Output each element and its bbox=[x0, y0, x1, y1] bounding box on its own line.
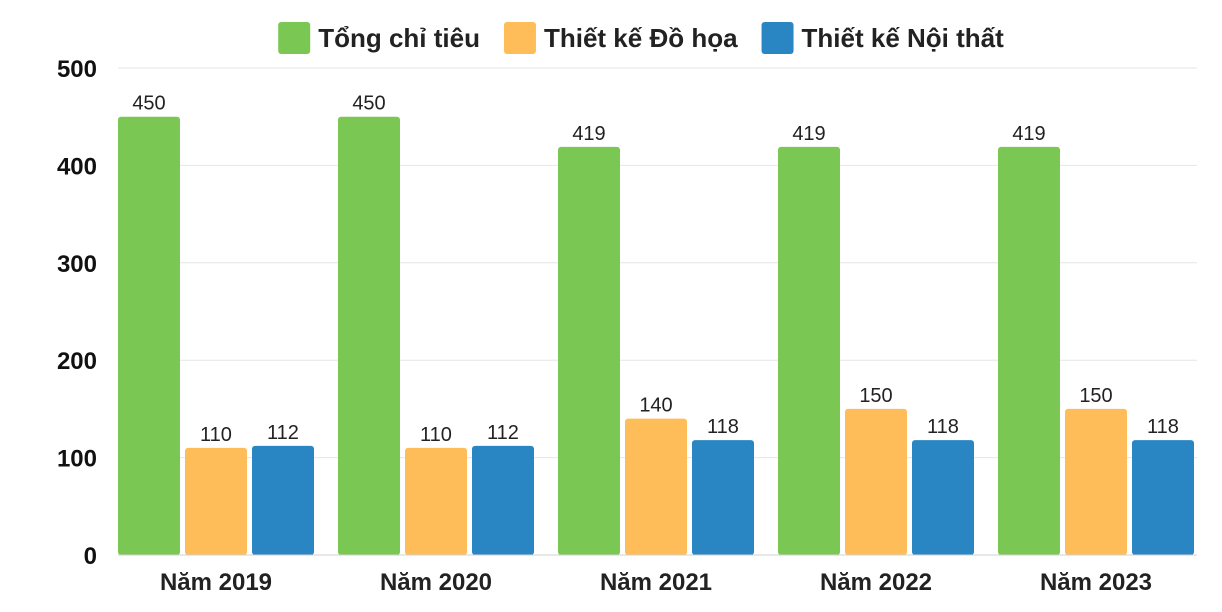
data-label: 118 bbox=[707, 416, 739, 438]
bar-thiet-ke-do-hoa-nam-2023 bbox=[1065, 408, 1127, 555]
legend-swatch bbox=[761, 22, 794, 54]
bar-thiet-ke-do-hoa-nam-2020 bbox=[405, 447, 467, 555]
data-labels: 450 110 112 450 110 112 419 140 118 419 150 118 419 1… bbox=[132, 93, 1179, 446]
data-label: 450 bbox=[132, 93, 165, 115]
x-tick-label: Năm 2019 bbox=[160, 569, 272, 596]
data-label: 112 bbox=[487, 422, 519, 444]
y-tick-label: 200 bbox=[57, 348, 97, 375]
data-label: 150 bbox=[859, 385, 892, 407]
data-label: 110 bbox=[420, 424, 452, 446]
x-axis: Năm 2019 Năm 2020 Năm 2021 Năm 2022 Năm 2023 bbox=[118, 554, 1197, 596]
x-tick-label: Năm 2020 bbox=[380, 569, 492, 596]
bar-tong-chi-tieu-nam-2019 bbox=[118, 116, 180, 555]
legend-label: Thiết kế Đồ họa bbox=[544, 23, 738, 53]
bar-thiet-ke-noi-that-nam-2019 bbox=[252, 445, 314, 555]
bar-tong-chi-tieu-nam-2022 bbox=[778, 146, 840, 556]
legend-item-tong-chi-tieu: Tổng chỉ tiêu bbox=[278, 22, 480, 54]
bar-thiet-ke-noi-that-nam-2020 bbox=[472, 445, 534, 555]
y-tick-label: 0 bbox=[84, 543, 97, 570]
x-tick-label: Năm 2022 bbox=[820, 569, 932, 596]
legend-item-thiet-ke-do-hoa: Thiết kế Đồ họa bbox=[503, 22, 738, 54]
data-label: 419 bbox=[1012, 123, 1045, 145]
legend-item-thiet-ke-noi-that: Thiết kế Nội thất bbox=[761, 22, 1005, 54]
y-tick-label: 400 bbox=[57, 153, 97, 180]
data-label: 118 bbox=[1147, 416, 1179, 438]
bar-tong-chi-tieu-nam-2020 bbox=[338, 116, 400, 555]
x-tick-label: Năm 2021 bbox=[600, 569, 712, 596]
bar-thiet-ke-noi-that-nam-2023 bbox=[1132, 440, 1194, 555]
y-tick-label: 500 bbox=[57, 56, 97, 83]
bars bbox=[118, 116, 1194, 556]
bar-thiet-ke-do-hoa-nam-2021 bbox=[625, 418, 687, 555]
legend-swatch bbox=[278, 22, 311, 54]
data-label: 450 bbox=[352, 93, 385, 115]
bar-thiet-ke-do-hoa-nam-2019 bbox=[185, 447, 247, 555]
bar-tong-chi-tieu-nam-2021 bbox=[558, 146, 620, 556]
legend-swatch bbox=[503, 22, 536, 54]
data-label: 112 bbox=[267, 422, 299, 444]
y-axis: 0 100 200 300 400 500 bbox=[57, 56, 97, 570]
data-label: 419 bbox=[572, 123, 605, 145]
data-label: 110 bbox=[200, 424, 232, 446]
bar-thiet-ke-do-hoa-nam-2022 bbox=[845, 408, 907, 555]
bar-thiet-ke-noi-that-nam-2021 bbox=[692, 440, 754, 555]
data-label: 118 bbox=[927, 416, 959, 438]
y-tick-label: 100 bbox=[57, 446, 97, 473]
data-label: 150 bbox=[1079, 385, 1112, 407]
y-tick-label: 300 bbox=[57, 251, 97, 278]
legend-label: Tổng chỉ tiêu bbox=[318, 23, 480, 53]
data-label: 140 bbox=[639, 395, 672, 417]
bar-thiet-ke-noi-that-nam-2022 bbox=[912, 440, 974, 555]
legend: Tổng chỉ tiêu Thiết kế Đồ họa Thiết kế Nội… bbox=[278, 22, 1004, 54]
x-tick-label: Năm 2023 bbox=[1040, 569, 1152, 596]
data-label: 419 bbox=[792, 123, 825, 145]
legend-label: Thiết kế Nội thất bbox=[802, 23, 1005, 53]
bar-tong-chi-tieu-nam-2023 bbox=[998, 146, 1060, 556]
